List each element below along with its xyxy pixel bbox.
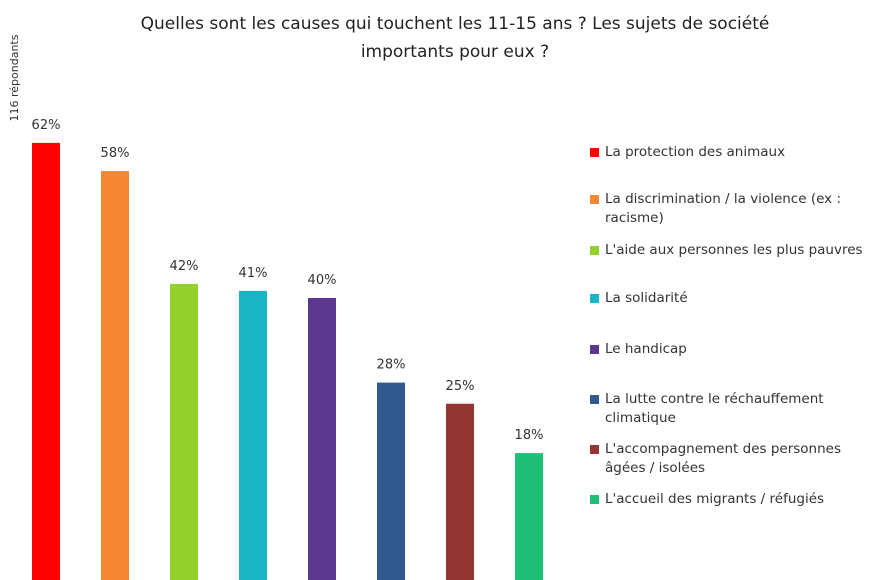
legend-entry: La protection des animaux xyxy=(590,143,878,162)
legend-swatch xyxy=(590,195,599,204)
legend-label: L'aide aux personnes les plus pauvres xyxy=(605,242,863,258)
chart-title: Quelles sont les causes qui touchent les… xyxy=(140,14,770,62)
bar xyxy=(239,290,267,580)
legend-entry: La discrimination / la violence (ex : ra… xyxy=(590,190,878,228)
legend-entry: Le handicap xyxy=(590,340,878,359)
bar xyxy=(101,171,129,580)
legend-label: La lutte contre le réchauffement climati… xyxy=(605,391,824,426)
legend-swatch xyxy=(590,246,599,255)
legend-swatch xyxy=(590,294,599,303)
bar xyxy=(170,283,198,580)
legend-label: L'accueil des migrants / réfugiés xyxy=(605,491,825,507)
data-label: 41% xyxy=(239,266,268,281)
legend-label: La solidarité xyxy=(605,290,688,306)
data-label: 40% xyxy=(308,273,337,288)
data-label: 28% xyxy=(377,358,406,373)
legend-swatch xyxy=(590,148,599,157)
data-label: 58% xyxy=(101,146,130,161)
legend-swatch xyxy=(590,495,599,504)
data-label: 18% xyxy=(515,428,544,443)
data-label: 62% xyxy=(32,118,61,133)
legend-entry: La lutte contre le réchauffement climati… xyxy=(590,390,878,428)
legend-swatch xyxy=(590,395,599,404)
data-label: 42% xyxy=(170,259,199,274)
bar xyxy=(308,298,336,580)
legend-entry: L'accueil des migrants / réfugiés xyxy=(590,490,878,509)
legend-entry: La solidarité xyxy=(590,289,878,308)
legend-swatch xyxy=(590,345,599,354)
legend-label: Le handicap xyxy=(605,341,687,357)
legend-entry: L'aide aux personnes les plus pauvres xyxy=(590,241,878,260)
bar xyxy=(515,453,543,580)
bar xyxy=(377,382,405,580)
legend-swatch xyxy=(590,445,599,454)
annotation: 116 répondants xyxy=(8,34,21,121)
data-label: 25% xyxy=(446,379,475,394)
legend-label: L'accompagnement des personnes âgées / i… xyxy=(605,441,841,476)
bar xyxy=(446,403,474,580)
legend-entry: L'accompagnement des personnes âgées / i… xyxy=(590,440,878,478)
legend-label: La protection des animaux xyxy=(605,144,786,160)
bar xyxy=(32,142,60,580)
legend-label: La discrimination / la violence (ex : ra… xyxy=(605,191,841,226)
